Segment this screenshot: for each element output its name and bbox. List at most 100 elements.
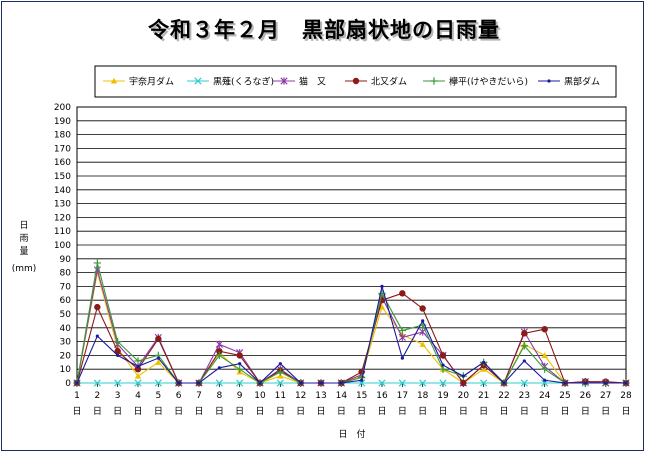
x-tick-label: 1	[74, 391, 80, 401]
data-point	[480, 379, 488, 387]
data-point	[236, 352, 243, 359]
x-tick-suffix: 日	[316, 406, 325, 417]
y-tick-label: 110	[54, 227, 71, 237]
data-point	[378, 379, 386, 387]
x-tick-suffix: 日	[601, 406, 610, 417]
x-tick-suffix: 日	[174, 406, 183, 417]
y-tick-label: 40	[60, 324, 72, 334]
x-tick-suffix: 日	[581, 406, 590, 417]
data-point	[480, 366, 487, 372]
y-tick-label: 140	[54, 186, 71, 196]
x-tick-label: 23	[519, 391, 530, 401]
data-point	[360, 378, 364, 382]
x-tick-label: 8	[216, 391, 222, 401]
data-point	[541, 325, 548, 333]
y-axis-label: 量	[19, 246, 28, 257]
x-tick-label: 11	[275, 391, 286, 401]
x-tick-label: 2	[94, 391, 100, 401]
data-point	[520, 379, 528, 387]
data-point	[276, 368, 285, 376]
x-tick-label: 13	[315, 391, 326, 401]
data-point	[419, 305, 426, 312]
series-line	[76, 262, 626, 384]
data-point	[460, 379, 467, 387]
chart-title: 令和３年２月 黒部扇状地の日雨量	[148, 18, 500, 42]
data-point	[134, 366, 142, 373]
data-point	[258, 381, 262, 385]
x-tick-label: 10	[254, 391, 266, 401]
x-tick-label: 28	[620, 391, 632, 401]
data-point	[604, 381, 608, 385]
x-tick-suffix: 日	[377, 406, 386, 417]
y-tick-label: 30	[60, 338, 72, 348]
x-tick-suffix: 日	[621, 406, 630, 417]
x-tick-label: 6	[176, 391, 182, 401]
legend-item: 黒部ダム	[538, 76, 600, 88]
x-tick-suffix: 日	[520, 406, 529, 417]
data-point	[155, 335, 162, 343]
data-point	[93, 259, 102, 267]
data-point	[116, 353, 120, 357]
data-point	[461, 374, 465, 378]
x-tick-suffix: 日	[479, 406, 488, 417]
legend: 宇奈月ダム 黒薙(くろなぎ) 猫 又 北又ダム 欅平(けやきだいら) 黒部ダム	[94, 65, 617, 98]
x-tick-suffix: 日	[93, 406, 102, 417]
y-tick-label: 60	[60, 296, 72, 306]
series-6	[75, 284, 628, 385]
data-point	[482, 360, 486, 364]
data-point	[299, 381, 303, 385]
x-axis-label: 日 付	[338, 429, 365, 440]
data-point	[95, 334, 99, 338]
x-tick-label: 14	[336, 391, 348, 401]
x-tick-suffix: 日	[113, 406, 122, 417]
data-point	[398, 379, 406, 387]
data-point	[238, 362, 242, 366]
y-tick-label: 50	[60, 310, 72, 320]
data-point	[400, 356, 404, 360]
y-tick-label: 120	[54, 213, 71, 223]
data-point	[352, 77, 360, 85]
x-tick-label: 16	[376, 391, 388, 401]
x-tick-label: 20	[458, 391, 470, 401]
y-tick-label: 180	[54, 131, 71, 141]
x-tick-label: 15	[356, 391, 367, 401]
data-point	[134, 372, 142, 379]
x-tick-label: 27	[600, 391, 611, 401]
data-point	[110, 77, 118, 84]
data-point	[439, 365, 447, 373]
data-point	[398, 333, 406, 342]
y-tick-label: 190	[54, 117, 71, 127]
legend-label: 猫 又	[299, 76, 326, 88]
data-point	[134, 357, 142, 365]
y-tick-label: 80	[60, 269, 72, 279]
x-tick-suffix: 日	[438, 406, 447, 417]
x-tick-suffix: 日	[133, 406, 142, 417]
data-point	[319, 381, 323, 385]
data-point	[439, 352, 447, 359]
data-point	[541, 352, 548, 358]
y-tick-label: 90	[60, 255, 72, 265]
legend-label: 黒部ダム	[564, 76, 600, 88]
data-point	[114, 379, 122, 387]
data-point	[502, 381, 506, 385]
data-point	[94, 303, 101, 311]
x-tick-suffix: 日	[194, 406, 203, 417]
data-point	[280, 77, 288, 85]
data-point	[419, 341, 426, 347]
data-point	[399, 290, 406, 297]
data-point	[216, 348, 223, 355]
x-tick-label: 12	[295, 391, 306, 401]
y-tick-label: 10	[60, 365, 72, 375]
x-tick-suffix: 日	[337, 406, 346, 417]
x-tick-label: 5	[155, 391, 161, 401]
y-tick-label: 20	[60, 351, 72, 361]
data-point	[114, 348, 121, 355]
x-tick-suffix: 日	[540, 406, 549, 417]
data-point	[154, 379, 162, 387]
data-point	[543, 378, 547, 382]
x-tick-label: 18	[417, 391, 429, 401]
data-point	[155, 359, 162, 365]
data-point	[378, 303, 386, 310]
data-point	[624, 381, 628, 385]
